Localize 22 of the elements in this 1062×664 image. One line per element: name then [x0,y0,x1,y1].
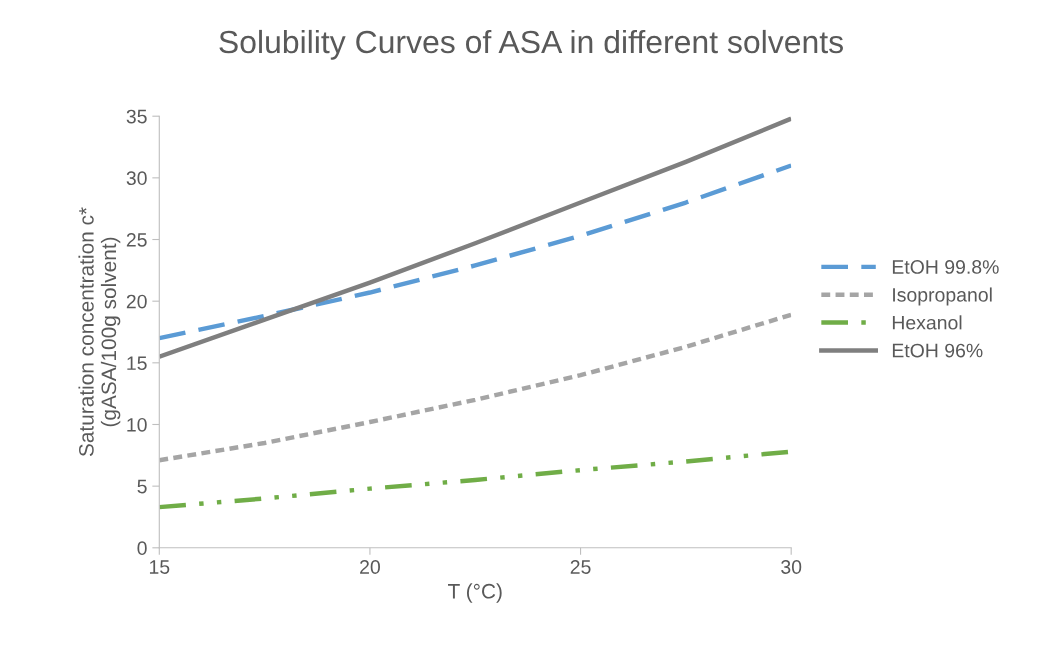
x-tick-label: 25 [570,560,591,574]
y-tick-label: 15 [127,356,147,371]
y-tick-label: 25 [126,232,147,247]
y-tick-label: 20 [126,294,147,309]
x-tick-label: 30 [781,560,802,574]
legend-label: EtOH 99.8% [892,260,999,274]
y-tick-label: 30 [126,171,147,186]
legend-label: Isopropanol [893,287,992,306]
y-tick-label: 0 [137,541,147,556]
x-axis-title: T (°C) [448,583,502,603]
y-tick-label: 10 [127,417,147,432]
x-tick-label: 15 [149,560,170,574]
line-series [159,116,792,359]
line-series [159,163,792,341]
y-tick-label: 35 [126,109,147,124]
x-tick-label: 20 [360,560,380,574]
legend-label: EtOH 96% [892,343,983,358]
line-series [159,312,792,463]
y-axis-title: Saturation concentration c* (gASA/100g solvent) [78,207,121,457]
legend-label: Hexanol [892,315,962,330]
chart-title: Solubility Curves of ASA in different solvents [219,29,843,60]
y-tick-label: 5 [137,479,147,494]
